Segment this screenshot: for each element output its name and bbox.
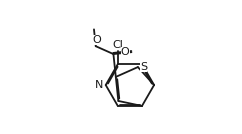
Text: O: O: [121, 47, 129, 57]
Text: O: O: [93, 35, 101, 45]
Text: S: S: [140, 62, 147, 72]
Text: Cl: Cl: [112, 40, 123, 50]
Text: N: N: [95, 80, 103, 90]
